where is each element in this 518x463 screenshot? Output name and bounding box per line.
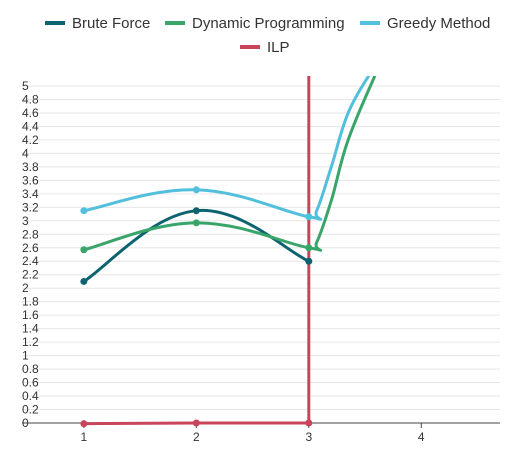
y-tick-label: 3.8: [22, 160, 39, 174]
y-tick-label: 1.2: [22, 335, 39, 349]
x-tick-label: 4: [418, 430, 425, 444]
y-tick-label: 0.2: [22, 403, 39, 417]
data-point-greedy-method: [192, 186, 200, 194]
y-tick-label: 0.4: [22, 389, 39, 403]
legend-label-greedy-method: Greedy Method: [387, 15, 490, 32]
y-tick-label: 1: [22, 349, 29, 363]
data-point-brute-force: [80, 277, 88, 285]
y-tick-label: 2.2: [22, 268, 39, 282]
y-tick-label: 4: [22, 146, 29, 160]
data-point-dynamic-programming: [80, 246, 88, 254]
data-point-ilp: [80, 420, 88, 427]
y-tick-label: 1.4: [22, 322, 39, 336]
series-line-dynamic-programming: [82, 76, 377, 252]
y-tick-label: 2.8: [22, 227, 39, 241]
y-tick-label: 3.2: [22, 200, 39, 214]
data-point-dynamic-programming: [305, 244, 313, 252]
data-point-ilp: [192, 419, 200, 427]
y-tick-label: 2.6: [22, 241, 39, 255]
y-tick-label: 0.8: [22, 362, 39, 376]
x-tick-label: 2: [193, 430, 200, 444]
y-tick-label: 2.4: [22, 254, 39, 268]
data-point-greedy-method: [305, 213, 313, 221]
y-tick-label: 5: [22, 79, 29, 93]
y-tick-label: 4.6: [22, 106, 39, 120]
data-point-brute-force: [305, 257, 313, 265]
y-axis-ticks: 00.20.40.60.811.21.41.61.822.22.42.62.83…: [22, 79, 39, 430]
y-tick-label: 1.8: [22, 295, 39, 309]
legend-label-dynamic-programming: Dynamic Programming: [192, 15, 345, 32]
series-line-greedy-method: [82, 76, 371, 221]
y-tick-label: 0.6: [22, 376, 39, 390]
x-tick-label: 1: [81, 430, 88, 444]
plot-area: [80, 76, 377, 427]
data-point-brute-force: [192, 207, 200, 215]
legend: Brute Force Dynamic Programming Greedy Met…: [45, 15, 490, 56]
y-tick-label: 1.6: [22, 308, 39, 322]
y-tick-label: 4.4: [22, 119, 39, 133]
y-tick-label: 4.8: [22, 92, 39, 106]
y-tick-label: 3.6: [22, 173, 39, 187]
grid: [22, 85, 500, 424]
y-tick-label: 3.4: [22, 187, 39, 201]
y-tick-label: 2: [22, 281, 29, 295]
y-tick-label: 4.2: [22, 133, 39, 147]
x-axis-ticks: 1 2 3 4: [81, 423, 425, 444]
data-point-greedy-method: [80, 207, 88, 215]
y-tick-label: 3: [22, 214, 29, 228]
x-tick-label: 3: [305, 430, 312, 444]
data-point-ilp: [305, 419, 313, 427]
legend-label-brute-force: Brute Force: [72, 15, 150, 32]
legend-label-ilp: ILP: [267, 39, 290, 56]
data-point-dynamic-programming: [192, 219, 200, 227]
